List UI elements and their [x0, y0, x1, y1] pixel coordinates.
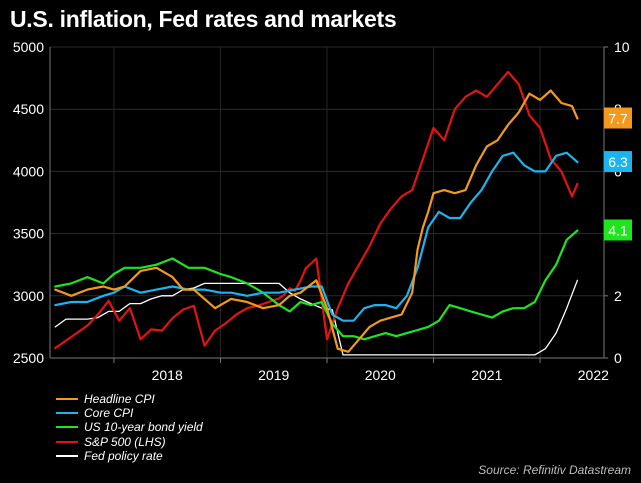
x-tick-label: 2019 — [258, 367, 289, 383]
legend-item-core-cpi: Core CPI — [56, 406, 203, 420]
end-label-box — [604, 219, 632, 241]
legend-label-sp500: S&P 500 (LHS) — [84, 434, 166, 449]
end-label-text: 4.1 — [608, 222, 628, 238]
left-tick-label: 4500 — [13, 101, 44, 117]
end-label-core-cpi: 6.3 — [604, 151, 632, 173]
axis-layer: 5000450040003500300025001086420201820192… — [13, 39, 630, 383]
legend-label-headline-cpi: Headline CPI — [84, 392, 155, 407]
series-layer — [54, 70, 579, 356]
legend-item-headline-cpi: Headline CPI — [56, 392, 203, 406]
right-tick-label: 10 — [614, 39, 630, 55]
end-label-headline-cpi: 7.7 — [604, 107, 632, 129]
end-label-text: 7.7 — [608, 111, 628, 127]
left-tick-label: 4000 — [13, 163, 44, 179]
end-label-us-10-year-bond-yield: 4.1 — [604, 219, 632, 241]
legend-item-sp500: S&P 500 (LHS) — [56, 435, 203, 449]
legend-swatch-fed-rate — [56, 454, 78, 457]
x-tick-label: 2020 — [365, 367, 396, 383]
left-tick-label: 2500 — [13, 350, 44, 366]
x-tick-label: 2018 — [152, 367, 183, 383]
source-note: Source: Refinitiv Datastream — [478, 463, 631, 477]
series-line-s-p-500-lhs — [54, 70, 579, 350]
x-tick-label: 2021 — [471, 367, 502, 383]
legend-swatch-headline-cpi — [56, 398, 78, 401]
series-line-core-cpi — [54, 151, 579, 322]
legend-label-fed-rate: Fed policy rate — [84, 448, 163, 463]
legend-item-fed-rate: Fed policy rate — [56, 449, 203, 463]
series-line-us-10-year-bond-yield — [54, 229, 579, 341]
series-line-headline-cpi — [54, 89, 579, 353]
legend-label-bond-yield: US 10-year bond yield — [84, 420, 203, 435]
end-label-layer: 4.1 6.3 7.7 — [604, 107, 632, 241]
legend-label-core-cpi: Core CPI — [84, 406, 134, 421]
legend-swatch-bond-yield — [56, 426, 78, 429]
legend-swatch-core-cpi — [56, 412, 78, 415]
legend-item-bond-yield: US 10-year bond yield — [56, 420, 203, 434]
x-tick-label: 2022 — [578, 367, 609, 383]
left-tick-label: 3000 — [13, 288, 44, 304]
right-tick-label: 0 — [614, 350, 622, 366]
grid-layer — [50, 46, 604, 359]
chart-title: U.S. inflation, Fed rates and markets — [10, 6, 397, 32]
right-tick-label: 2 — [614, 288, 622, 304]
end-label-box — [604, 151, 632, 173]
left-tick-label: 5000 — [13, 39, 44, 55]
end-label-text: 6.3 — [608, 154, 628, 170]
legend-swatch-sp500 — [56, 440, 78, 443]
legend: Headline CPI Core CPI US 10-year bond yi… — [56, 392, 203, 463]
left-tick-label: 3500 — [13, 226, 44, 242]
end-label-box — [604, 107, 632, 129]
